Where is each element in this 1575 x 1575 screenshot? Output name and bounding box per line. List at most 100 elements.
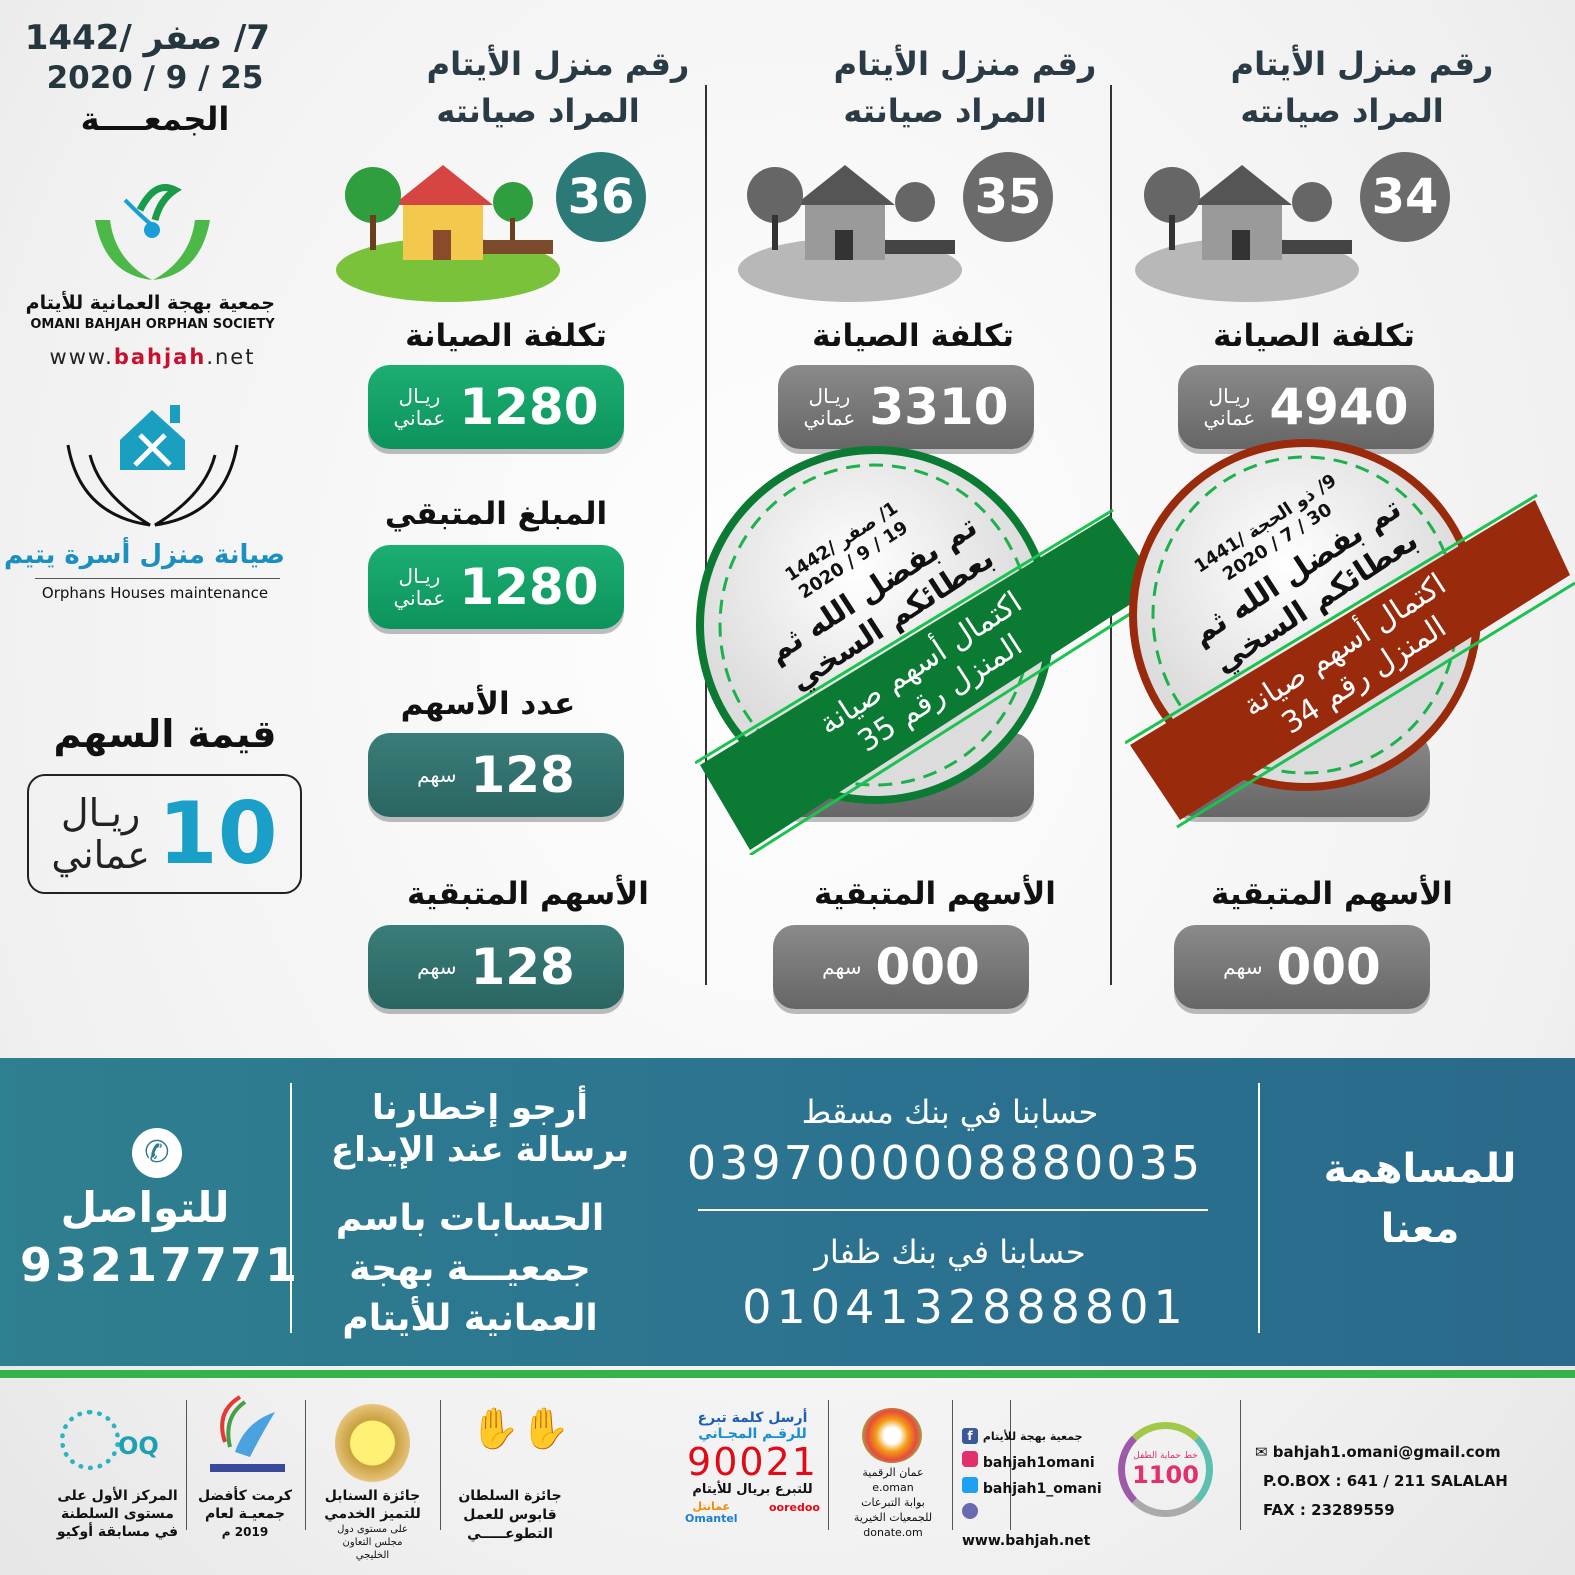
cost-pill: 1280 ريـال عماني: [368, 365, 624, 449]
award-best-society: كرمت كأفضل جمعيـة لعام 2019 م: [197, 1488, 293, 1539]
completion-stamp-34: 9/ ذو الحجة /1441 2020 / 7 / 30 تم بفضل …: [1125, 435, 1575, 835]
notify-line2: برسالة عند الإيداع: [330, 1130, 630, 1170]
day-name: الجمعــــة: [80, 100, 230, 138]
shares-count-label: عدد الأسهم: [400, 686, 576, 722]
bank-info-band: للمساهمة معنا حسابنا في بنك مسقط 0397000…: [0, 1058, 1575, 1366]
muscat-account-number: 0397000008880035: [686, 1136, 1204, 1190]
house-title-line1: رقم منزل الأيتام: [833, 45, 1097, 83]
band-divider: [290, 1083, 292, 1333]
footer-divider: [1240, 1400, 1241, 1530]
remaining-shares-label: الأسهم المتبقية: [407, 876, 649, 912]
email-icon: ✉: [1255, 1443, 1273, 1461]
ooredoo-logo: ooredoo: [769, 1501, 820, 1514]
contribute-line1: للمساهمة: [1323, 1146, 1517, 1192]
human-rights-commission-logo: [205, 1392, 290, 1482]
house-illustration-gray: [735, 140, 965, 305]
instagram-link[interactable]: bahjah1omani: [962, 1450, 1102, 1476]
award-sultan-qaboos: جائزة السلطان قابوس للعمل التطوعـــــي: [458, 1488, 562, 1542]
house-column-34: رقم منزل الأيتام المراد صيانته 34 تكلفة …: [1135, 0, 1542, 1040]
award-oq: المركز الأول على مستوى السلطنة في مسابقة أ…: [56, 1488, 179, 1540]
cost-label: تكلفة الصيانة: [1213, 318, 1415, 354]
remaining-amount-pill: 1280 ريـال عماني: [368, 545, 624, 629]
website-link[interactable]: www.bahjah.net: [30, 345, 275, 369]
cost-label: تكلفة الصيانة: [812, 318, 1014, 354]
sms-line1: أرسل كلمة تبرع: [697, 1410, 808, 1426]
remaining-amount-value: 1280: [459, 558, 599, 616]
house-title-line1: رقم منزل الأيتام: [1230, 45, 1494, 83]
house-title-line1: رقم منزل الأيتام: [426, 45, 690, 83]
email[interactable]: ✉ bahjah1.omani@gmail.com: [1255, 1443, 1501, 1461]
completion-stamp-35: 1/ صفر /1442 2020 / 9 / 19 تم بفضل الله …: [695, 445, 1165, 855]
share-value-currency: ريـال عماني: [51, 792, 149, 876]
notify-line1: أرجو إخطارنا: [371, 1088, 589, 1128]
currency-line2: عماني: [51, 833, 150, 877]
facebook-link[interactable]: f جمعية بهجة للأيتام: [962, 1423, 1102, 1450]
remaining-amount-label: المبلغ المتبقي: [384, 496, 608, 532]
contact-label: للتواصل: [60, 1183, 230, 1232]
footer-divider: [440, 1400, 441, 1530]
house-illustration-gray: [1132, 140, 1362, 305]
accounts-name-line2: جمعيـــة بهجة: [349, 1248, 591, 1289]
currency-unit: ريـال عماني: [803, 384, 856, 430]
shares-count-value: 128: [470, 746, 575, 804]
footer-divider: [828, 1400, 829, 1530]
bahjah-logo: [85, 170, 220, 290]
fax: FAX : 23289559: [1263, 1501, 1395, 1519]
share-unit: سهم: [417, 955, 457, 979]
child-line-number: 1100: [1132, 1460, 1199, 1489]
website-brand: bahjah: [113, 345, 207, 369]
shares-count-pill: 128 سهم: [368, 733, 624, 817]
currency-line1: ريـال: [61, 791, 141, 835]
house-title-line2: المراد صيانته: [843, 92, 1047, 130]
band-divider: [1258, 1083, 1260, 1333]
house-number-badge: 35: [963, 152, 1053, 242]
remaining-shares-label: الأسهم المتبقية: [814, 876, 1056, 912]
society-name-ar: جمعية بهجة العمانية للأيتام: [25, 292, 275, 314]
accounts-name-line1: الحسابات باسم: [335, 1198, 605, 1239]
accounts-name-line3: العمانية للأيتام: [342, 1298, 598, 1339]
share-unit: سهم: [1223, 955, 1263, 979]
divider-line: [35, 578, 280, 579]
cost-label: تكلفة الصيانة: [405, 318, 607, 354]
remaining-shares-value: 128: [470, 938, 575, 996]
share-unit: سهم: [417, 763, 457, 787]
web-link[interactable]: www.bahjah.net: [962, 1502, 1102, 1554]
share-unit: سهم: [822, 955, 862, 979]
contribute-line2: معنا: [1380, 1206, 1460, 1252]
cost-value: 1280: [459, 378, 599, 436]
remaining-shares-pill: 128 سهم: [368, 925, 624, 1009]
cost-value: 4940: [1269, 378, 1409, 436]
footer-divider: [305, 1400, 306, 1530]
cost-value: 3310: [869, 378, 1009, 436]
currency-unit: ريـال عماني: [393, 384, 446, 430]
sms-number: 90021: [687, 1440, 818, 1484]
muscat-bank-label: حسابنا في بنك مسقط: [801, 1093, 1099, 1131]
globe-icon: [962, 1503, 978, 1519]
project-name-en: Orphans Houses maintenance: [41, 584, 269, 602]
child-line-label: خط حماية الطفل: [1133, 1450, 1198, 1461]
hijri-date: 7/ صفر /1442: [24, 18, 270, 58]
sanabel-award-logo: [335, 1403, 410, 1483]
social-links: f جمعية بهجة للأيتام bahjah1omani bahjah…: [962, 1423, 1102, 1554]
volunteer-award-logo: ✋✋: [470, 1406, 570, 1452]
twitter-link[interactable]: bahjah1_omani: [962, 1476, 1102, 1502]
website-prefix: www.: [49, 345, 114, 369]
pobox: P.O.BOX : 641 / 211 SALALAH: [1263, 1472, 1508, 1490]
sms-donation: أرسل كلمة تبرع للرقـم المجـاني 90021 للت…: [685, 1410, 820, 1525]
cost-pill: 4940 ريـال عماني: [1178, 365, 1434, 449]
gregorian-date: 2020 / 9 / 25: [46, 60, 264, 96]
instagram-icon: [962, 1451, 978, 1467]
contact-info: ✉ bahjah1.omani@gmail.com P.O.BOX : 641 …: [1255, 1438, 1555, 1525]
contact-phone[interactable]: 93217771: [20, 1238, 301, 1292]
footer-divider: [952, 1400, 953, 1530]
remaining-shares-pill: 000 سهم: [773, 925, 1029, 1009]
website-suffix: .net: [206, 345, 256, 369]
sms-line3: للتبرع بريال للأيتام: [692, 1482, 813, 1497]
band-divider: [698, 1209, 1208, 1211]
house-title-line2: المراد صيانته: [436, 92, 640, 130]
currency-unit: ريـال عماني: [1203, 384, 1256, 430]
column-divider: [705, 85, 707, 985]
phone-icon: ✆: [132, 1128, 182, 1178]
share-value-amount: 10: [157, 784, 278, 884]
child-line-logo: خط حماية الطفل 1100: [1118, 1422, 1213, 1517]
